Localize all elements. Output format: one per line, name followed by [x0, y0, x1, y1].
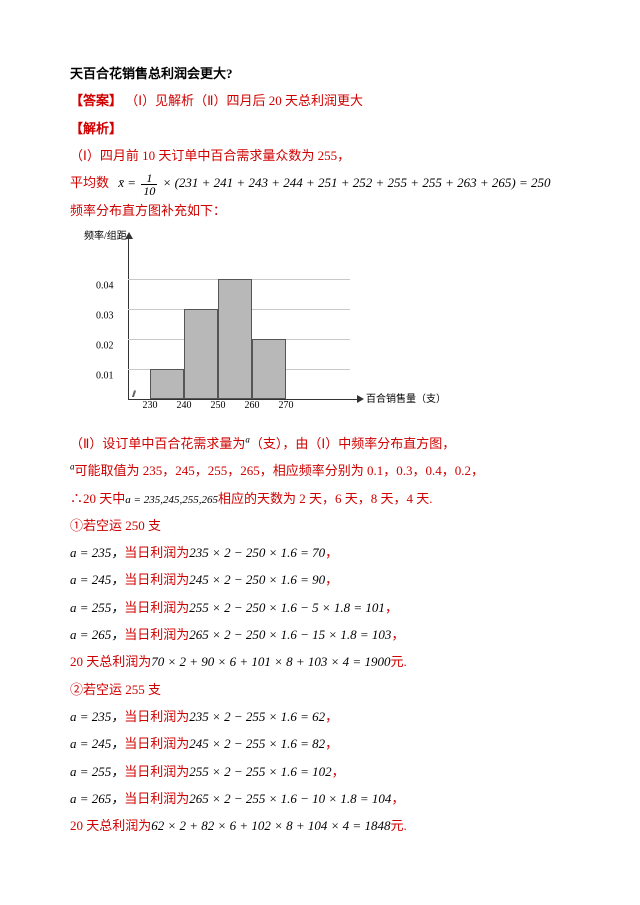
y-tick: 0.04 [96, 276, 114, 297]
values-line: 可能取值为 235，245，255，265，相应频率分别为 0.1，0.3，0.… [75, 463, 485, 478]
case2-total-tail: 元. [390, 818, 406, 833]
x-axis-arrow [357, 395, 364, 403]
row-profit-label: 当日利润为 [124, 600, 189, 615]
histogram: 频率/组距 //// 百合销售量（支） 0.010.020.030.042302… [80, 228, 380, 418]
answer-label: 【答案】 [70, 93, 122, 108]
row-expr: 265 × 2 − 255 × 1.6 − 10 × 1.8 = 104 [189, 791, 391, 806]
case2-total-expr: 62 × 2 + 82 × 6 + 102 × 8 + 104 × 4 = 18… [151, 818, 390, 833]
days-vals: a = 235,245,255,265 [125, 494, 218, 506]
row-tail: ， [385, 600, 398, 615]
row-expr: 245 × 2 − 255 × 1.6 = 82 [189, 736, 325, 751]
p2-intro-a: （Ⅱ）设订单中百合花需求量为 [70, 436, 245, 451]
row-profit-label: 当日利润为 [124, 627, 189, 642]
row-tail: ， [391, 627, 404, 642]
row-a-value: a = 245， [70, 736, 124, 751]
y-axis-label: 频率/组距 [84, 226, 127, 247]
row-tail: ， [325, 545, 338, 560]
y-tick: 0.03 [96, 306, 114, 327]
row-profit-label: 当日利润为 [124, 709, 189, 724]
y-axis [128, 236, 129, 400]
row-a-value: a = 265， [70, 791, 124, 806]
row-a-value: a = 245， [70, 572, 124, 587]
row-tail: ， [332, 764, 345, 779]
xbar: x̄ = [118, 175, 136, 190]
histogram-bar [218, 279, 252, 399]
histogram-bar [150, 369, 184, 399]
case2-total-lbl: 20 天总利润为 [70, 818, 151, 833]
row-expr: 235 × 2 − 255 × 1.6 = 62 [189, 709, 325, 724]
row-profit-label: 当日利润为 [124, 764, 189, 779]
case1-total-tail: 元. [390, 654, 406, 669]
row-a-value: a = 235， [70, 545, 124, 560]
row-expr: 235 × 2 − 250 × 1.6 = 70 [189, 545, 325, 560]
days-line-b: 相应的天数为 2 天，6 天，8 天，4 天. [218, 491, 433, 506]
case1-total-expr: 70 × 2 + 90 × 6 + 101 × 8 + 103 × 4 = 19… [151, 654, 390, 669]
row-expr: 245 × 2 − 250 × 1.6 = 90 [189, 572, 325, 587]
row-expr: 255 × 2 − 250 × 1.6 − 5 × 1.8 = 101 [189, 600, 385, 615]
row-a-value: a = 255， [70, 764, 124, 779]
explain-label: 【解析】 [70, 115, 570, 142]
histogram-bar [252, 339, 286, 399]
row-profit-label: 当日利润为 [124, 572, 189, 587]
row-profit-label: 当日利润为 [124, 736, 189, 751]
row-profit-label: 当日利润为 [124, 545, 189, 560]
y-axis-arrow [125, 232, 133, 239]
axis-break: //// [132, 385, 134, 404]
p2-intro-b: （支），由（Ⅰ）中频率分布直方图， [250, 436, 455, 451]
case1-title: ①若空运 250 支 [70, 512, 570, 539]
answer-text: （Ⅰ）见解析（Ⅱ）四月后 20 天总利润更大 [125, 93, 363, 108]
hist-caption: 频率分布直方图补充如下： [70, 197, 570, 224]
row-tail: ， [391, 791, 404, 806]
row-a-value: a = 265， [70, 627, 124, 642]
row-a-value: a = 235， [70, 709, 124, 724]
row-expr: 265 × 2 − 250 × 1.6 − 15 × 1.8 = 103 [189, 627, 391, 642]
case2-title: ②若空运 255 支 [70, 676, 570, 703]
histogram-bar [184, 309, 218, 399]
fraction: 1 10 [141, 172, 157, 197]
x-axis-label: 百合销售量（支） [366, 389, 446, 410]
case1-total-lbl: 20 天总利润为 [70, 654, 151, 669]
mean-formula: x̄ = 1 10 × (231 + 241 + 243 + 244 + 251… [118, 175, 550, 190]
days-line-a: ∴20 天中 [70, 491, 125, 506]
row-tail: ， [325, 709, 338, 724]
y-tick: 0.02 [96, 336, 114, 357]
row-expr: 255 × 2 − 255 × 1.6 = 102 [189, 764, 331, 779]
mode-line: （Ⅰ）四月前 10 天订单中百合需求量众数为 255， [70, 142, 570, 169]
mean-prefix: 平均数 [70, 175, 109, 190]
row-a-value: a = 255， [70, 600, 124, 615]
question-tail: 天百合花销售总利润会更大? [70, 60, 570, 87]
row-tail: ， [325, 736, 338, 751]
row-tail: ， [325, 572, 338, 587]
mean-expr: × (231 + 241 + 243 + 244 + 251 + 252 + 2… [163, 175, 551, 190]
row-profit-label: 当日利润为 [124, 791, 189, 806]
y-tick: 0.01 [96, 366, 114, 387]
